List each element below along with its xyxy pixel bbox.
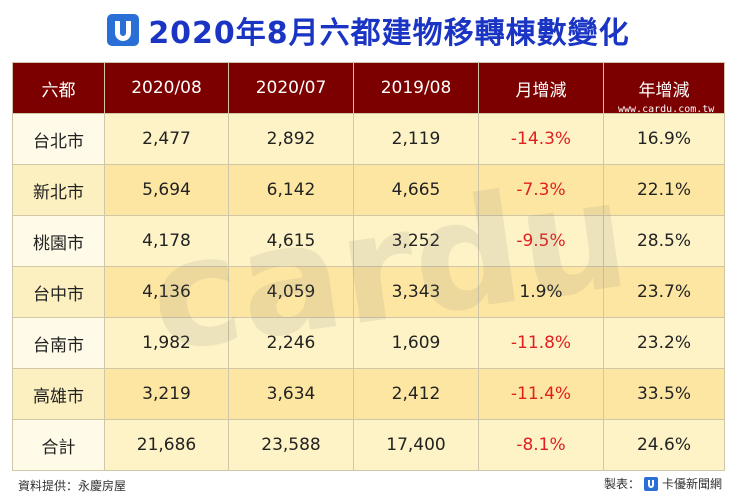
header-cell: 2020/07 [228, 62, 354, 114]
cell: 1,982 [104, 317, 229, 369]
maker-label: 製表： [603, 477, 640, 491]
row: 合計 21,686 23,588 17,400 -8.1% 24.6% [12, 419, 725, 471]
row: 高雄市 3,219 3,634 2,412 -11.4% 33.5% [12, 368, 725, 420]
cell: 4,615 [228, 215, 354, 267]
cell: 3,343 [353, 266, 479, 318]
cell: 33.5% [603, 368, 725, 420]
header-cell: 2020/08 [104, 62, 229, 114]
cell: 3,219 [104, 368, 229, 420]
cell: 台南市 [12, 317, 105, 369]
source: 資料提供：永慶房屋 [18, 479, 127, 493]
row: 台北市 2,477 2,892 2,119 -14.3% 16.9% [12, 113, 725, 165]
cell: 4,059 [228, 266, 354, 318]
cell: 5,694 [104, 164, 229, 216]
header-cell: 年增減 [603, 62, 725, 114]
watermark-url: www.cardu.com.tw [618, 104, 715, 115]
title-bar: 2020年8月六都建物移轉棟數變化 [0, 6, 736, 54]
row: 台中市 4,136 4,059 3,343 1.9% 23.7% [12, 266, 725, 318]
cell: -11.8% [478, 317, 604, 369]
row: 桃園市 4,178 4,615 3,252 -9.5% 28.5% [12, 215, 725, 267]
cell: 21,686 [104, 419, 229, 471]
cell: 4,136 [104, 266, 229, 318]
brand-icon [643, 476, 658, 491]
cell: 2,246 [228, 317, 354, 369]
table: 六都 2020/08 2020/07 2019/08 月增減 年增減 台北市 2,477 2,… [12, 62, 725, 471]
cell: 高雄市 [12, 368, 105, 420]
cell: -8.1% [478, 419, 604, 471]
cell: 新北市 [12, 164, 105, 216]
cell: 2,412 [353, 368, 479, 420]
cell: 3,634 [228, 368, 354, 420]
cell: 23,588 [228, 419, 354, 471]
brand: 卡優新聞網 [661, 477, 722, 491]
cell: 16.9% [603, 113, 725, 165]
cell: 台中市 [12, 266, 105, 318]
header-cell: 2019/08 [353, 62, 479, 114]
cell: 2,119 [353, 113, 479, 165]
maker: 製表： 卡優新聞網 [604, 475, 722, 492]
cell: 台北市 [12, 113, 105, 165]
row: 新北市 5,694 6,142 4,665 -7.3% 22.1% [12, 164, 725, 216]
title: 2020年8月六都建物移轉棟數變化 [148, 16, 630, 51]
cell: 24.6% [603, 419, 725, 471]
cell: 23.2% [603, 317, 725, 369]
cell: 17,400 [353, 419, 479, 471]
cell: -14.3% [478, 113, 604, 165]
cell: 桃園市 [12, 215, 105, 267]
cell: 2,892 [228, 113, 354, 165]
header-row: 六都 2020/08 2020/07 2019/08 月增減 年增減 [12, 62, 725, 114]
cell: 22.1% [603, 164, 725, 216]
cell: -11.4% [478, 368, 604, 420]
cell: 1,609 [353, 317, 479, 369]
cell: 合計 [12, 419, 105, 471]
cell: 1.9% [478, 266, 604, 318]
header-cell: 月增減 [478, 62, 604, 114]
header-cell: 六都 [12, 62, 105, 114]
cell: 4,665 [353, 164, 479, 216]
logo-icon [107, 14, 140, 46]
cell: 2,477 [104, 113, 229, 165]
cell: -7.3% [478, 164, 604, 216]
cell: 3,252 [353, 215, 479, 267]
cell: 6,142 [228, 164, 354, 216]
cell: 4,178 [104, 215, 229, 267]
cell: -9.5% [478, 215, 604, 267]
row: 台南市 1,982 2,246 1,609 -11.8% 23.2% [12, 317, 725, 369]
cell: 28.5% [603, 215, 725, 267]
cell: 23.7% [603, 266, 725, 318]
